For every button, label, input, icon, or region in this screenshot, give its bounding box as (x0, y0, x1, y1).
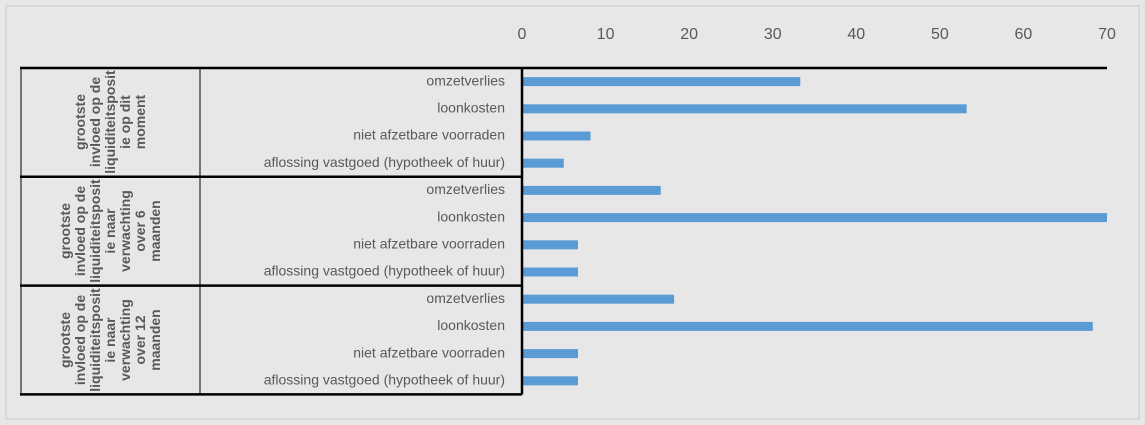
bar (522, 240, 578, 250)
category-label: niet afzetbare voorraden (353, 127, 505, 143)
category-label: aflossing vastgoed (hypotheek of huur) (264, 372, 505, 388)
category-label: omzetverlies (426, 181, 505, 197)
category-label: loonkosten (437, 317, 505, 333)
x-tick-label: 20 (680, 26, 698, 43)
bar (522, 349, 578, 359)
group-label: grootste invloed op de liquiditeitsposit… (56, 179, 163, 283)
bar (522, 158, 564, 168)
category-label: loonkosten (437, 208, 505, 224)
group-label: grootste invloed op de liquiditeitsposit… (71, 70, 148, 175)
group-label: grootste invloed op de liquiditeitsposit… (56, 288, 163, 392)
bar (522, 185, 661, 195)
bar (522, 77, 801, 87)
x-tick-label: 60 (1015, 26, 1033, 43)
category-label: omzetverlies (426, 72, 505, 88)
bar (522, 213, 1107, 223)
x-tick-label: 0 (518, 26, 527, 43)
category-label: loonkosten (437, 100, 505, 116)
x-tick-label: 10 (597, 26, 615, 43)
x-tick-label: 50 (931, 26, 949, 43)
x-tick-label: 40 (847, 26, 865, 43)
bar (522, 294, 675, 304)
bar (522, 104, 967, 114)
x-tick-label: 70 (1098, 26, 1116, 43)
bar (522, 267, 578, 277)
bar (522, 376, 578, 386)
category-label: niet afzetbare voorraden (353, 344, 505, 360)
category-label: aflossing vastgoed (hypotheek of huur) (264, 154, 505, 170)
x-tick-label: 30 (764, 26, 782, 43)
category-label: omzetverlies (426, 290, 505, 306)
category-label: niet afzetbare voorraden (353, 236, 505, 252)
category-label: aflossing vastgoed (hypotheek of huur) (264, 263, 505, 279)
bar (522, 321, 1093, 331)
bar (522, 131, 591, 141)
